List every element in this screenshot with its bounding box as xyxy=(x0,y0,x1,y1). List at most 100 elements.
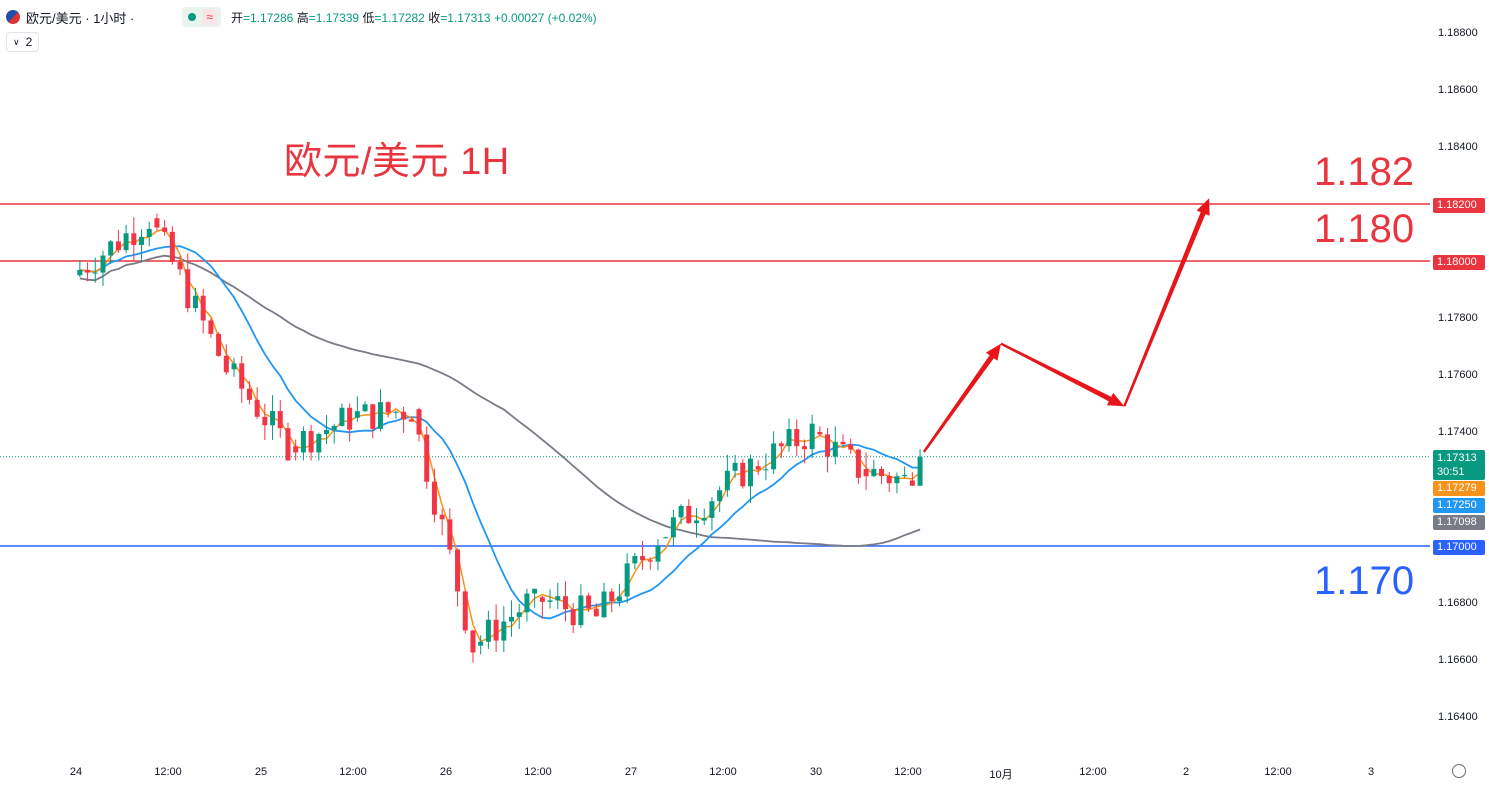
candle-body xyxy=(416,409,422,435)
last-price-tag: 1.17313 30:51 xyxy=(1433,450,1485,480)
candle xyxy=(817,426,823,436)
time-tick: 2 xyxy=(1182,766,1190,778)
ma-slow-line xyxy=(79,254,921,547)
candle-body xyxy=(216,333,222,356)
indicator-count: 2 xyxy=(25,35,33,49)
candle-body xyxy=(377,402,383,429)
candle-body xyxy=(354,411,360,418)
candle-body xyxy=(254,399,260,417)
candle-body xyxy=(270,410,276,426)
time-tick: 12:00 xyxy=(894,766,922,778)
candle xyxy=(192,287,198,313)
candle xyxy=(886,471,892,493)
candle xyxy=(593,603,599,617)
ma-fast-line xyxy=(79,228,921,643)
candle xyxy=(146,221,152,247)
close-label: 收 xyxy=(428,10,441,25)
candle xyxy=(809,414,815,459)
candle-body xyxy=(123,233,129,251)
candle-body xyxy=(455,549,461,592)
candle xyxy=(640,540,646,570)
candle-body xyxy=(316,434,322,453)
market-status[interactable]: ≈ xyxy=(182,7,221,27)
candle xyxy=(439,508,445,536)
candle xyxy=(539,596,545,619)
res-low-tag: 1.18000 xyxy=(1433,255,1485,270)
candle xyxy=(447,508,453,555)
candle xyxy=(717,486,723,512)
projection-arrows xyxy=(922,198,1210,453)
candle xyxy=(185,253,191,313)
candle-body xyxy=(902,474,908,477)
candle xyxy=(771,431,777,475)
candle-body xyxy=(308,431,314,453)
time-tick: 10月 xyxy=(989,769,1013,781)
candle-body xyxy=(801,446,807,450)
candle-body xyxy=(293,446,299,453)
candle xyxy=(285,422,291,461)
candle xyxy=(169,226,175,265)
candle-body xyxy=(169,231,175,262)
candle-body xyxy=(200,295,206,321)
high-value: =1.17339 xyxy=(308,10,360,25)
candle-body xyxy=(817,432,823,435)
candle xyxy=(154,213,160,231)
candle xyxy=(246,381,252,405)
settings-icon[interactable] xyxy=(1452,764,1466,778)
projection-arrow xyxy=(922,343,1001,453)
time-tick: 12:00 xyxy=(339,766,367,778)
candle-body xyxy=(686,505,692,524)
candle xyxy=(85,262,91,282)
candle-body xyxy=(339,407,345,426)
candle xyxy=(678,504,684,525)
candle xyxy=(100,250,106,286)
indicators-toggle[interactable]: ∨ 2 xyxy=(6,32,40,52)
price-tick: 1.16400 xyxy=(1438,711,1478,723)
candle xyxy=(570,602,576,634)
candle-body xyxy=(139,236,145,246)
candle-body xyxy=(185,269,191,309)
candle xyxy=(578,584,584,628)
candle-body xyxy=(85,269,91,273)
candle xyxy=(208,318,214,338)
candle-body xyxy=(208,320,214,334)
candle xyxy=(855,448,861,484)
open-value: =1.17286 xyxy=(242,10,294,25)
candle-body xyxy=(740,462,746,487)
symbol-title[interactable]: 欧元/美元 · 1小时 · xyxy=(26,10,135,26)
candle xyxy=(308,424,314,461)
candle xyxy=(393,410,399,419)
candle xyxy=(825,427,831,473)
candle xyxy=(293,439,299,461)
candle-body xyxy=(246,388,252,400)
candle xyxy=(902,466,908,478)
candle xyxy=(524,588,530,622)
candle xyxy=(416,407,422,442)
projection-arrow xyxy=(1000,342,1125,407)
candle xyxy=(270,395,276,440)
candle-body xyxy=(717,490,723,502)
horizontal-levels xyxy=(0,203,1430,547)
candle-body xyxy=(100,255,106,273)
candle xyxy=(254,387,260,420)
candle-body xyxy=(77,269,83,276)
candle xyxy=(724,454,730,497)
candle-body xyxy=(794,429,800,447)
candle xyxy=(840,434,846,446)
candle-body xyxy=(362,404,368,412)
candle xyxy=(470,629,476,663)
time-tick: 25 xyxy=(254,766,268,778)
candle xyxy=(624,553,630,604)
candle xyxy=(239,355,245,404)
candle-body xyxy=(894,476,900,484)
candle xyxy=(493,604,499,652)
candle xyxy=(362,401,368,412)
candle-body xyxy=(855,449,861,478)
candle-body xyxy=(131,233,137,246)
annotation-title: 欧元/美元 1H xyxy=(284,141,510,183)
candle xyxy=(647,557,653,570)
candle xyxy=(516,603,522,629)
open-label: 开 xyxy=(230,10,243,25)
last-price: 1.17313 xyxy=(1437,452,1477,464)
